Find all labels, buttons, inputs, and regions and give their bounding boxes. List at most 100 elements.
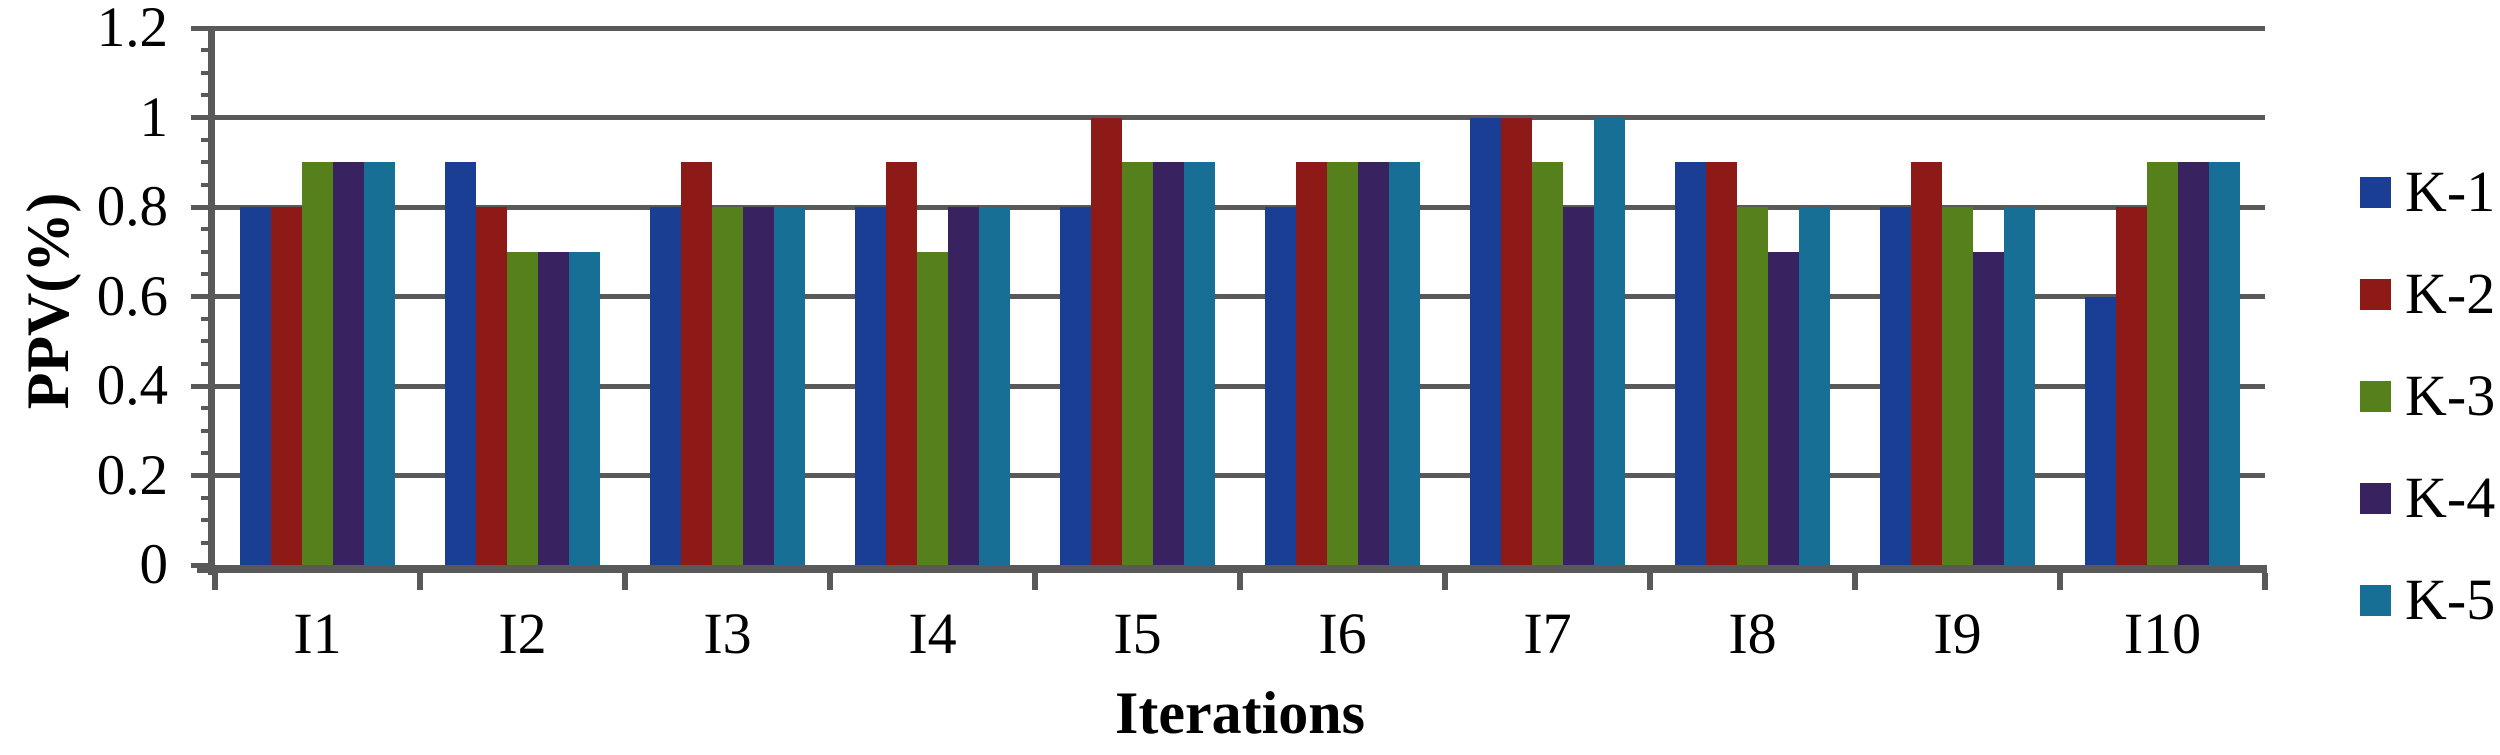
x-boundary-tick: [1647, 573, 1653, 590]
y-major-tick: [191, 115, 215, 120]
legend-label: K-3: [2405, 363, 2496, 428]
legend-label: K-2: [2405, 261, 2496, 326]
bar-I2-K-1: [445, 162, 476, 565]
gridline: [215, 204, 2265, 210]
bar-I8-K-5: [1799, 207, 1830, 565]
bar-I9-K-4: [1973, 251, 2004, 565]
x-category-label: I1: [293, 601, 342, 666]
legend-item-K-5: K-5: [2360, 562, 2495, 638]
gridline: [215, 25, 2265, 31]
legend-item-K-1: K-1: [2360, 154, 2495, 230]
bar-I7-K-2: [1501, 117, 1532, 565]
bar-I2-K-4: [538, 251, 569, 565]
legend-label: K-5: [2405, 567, 2496, 632]
bar-I8-K-2: [1706, 162, 1737, 565]
bar-I5-K-4: [1153, 162, 1184, 565]
bar-I5-K-1: [1060, 207, 1091, 565]
bar-I10-K-5: [2209, 162, 2240, 565]
bar-I9-K-3: [1942, 207, 1973, 565]
x-boundary-tick: [1032, 573, 1038, 590]
legend-swatch-icon: [2360, 482, 2391, 514]
gridline: [215, 473, 2265, 478]
x-axis-title: Iterations: [1115, 680, 1365, 746]
bar-I7-K-5: [1594, 117, 1625, 565]
bar-I1-K-1: [240, 207, 271, 565]
x-axis-line: [197, 565, 2267, 573]
bar-I1-K-5: [364, 162, 395, 565]
x-category-label: I10: [2123, 601, 2202, 666]
bar-I7-K-1: [1470, 117, 1501, 565]
x-category-label: I7: [1523, 601, 1572, 666]
bar-I1-K-3: [302, 162, 333, 565]
bar-I7-K-3: [1532, 162, 1563, 565]
gridline: [215, 383, 2265, 389]
gridline: [215, 115, 2265, 120]
bar-I6-K-4: [1358, 162, 1389, 565]
x-boundary-tick: [827, 573, 833, 590]
legend-label: K-4: [2405, 465, 2496, 530]
bar-I1-K-2: [271, 207, 302, 565]
y-major-tick: [191, 294, 215, 299]
x-boundary-tick: [417, 573, 423, 590]
bar-I10-K-4: [2178, 162, 2209, 565]
legend-item-K-4: K-4: [2360, 460, 2495, 536]
bar-I6-K-3: [1327, 162, 1358, 565]
legend: K-1 K-2 K-3 K-4 K-5: [2354, 0, 2500, 755]
y-major-tick: [191, 562, 215, 568]
x-category-label: I8: [1728, 601, 1777, 666]
bar-I2-K-3: [507, 251, 538, 565]
bar-I9-K-1: [1880, 207, 1911, 565]
bar-I10-K-3: [2147, 162, 2178, 565]
bar-I2-K-5: [569, 251, 600, 565]
bar-I4-K-4: [948, 207, 979, 565]
x-category-label: I4: [908, 601, 957, 666]
bar-I4-K-3: [917, 251, 948, 565]
y-major-tick: [191, 473, 215, 478]
bar-I4-K-1: [855, 207, 886, 565]
bar-I3-K-1: [650, 207, 681, 565]
x-category-label: I2: [498, 601, 547, 666]
bar-I8-K-3: [1737, 207, 1768, 565]
legend-swatch-icon: [2360, 380, 2391, 412]
bar-I3-K-3: [712, 207, 743, 565]
bar-I4-K-5: [979, 207, 1010, 565]
legend-label: K-1: [2405, 159, 2496, 224]
bar-I10-K-2: [2116, 207, 2147, 565]
x-boundary-tick: [2262, 573, 2268, 590]
y-tick-label: 0.8: [96, 175, 168, 238]
bar-I3-K-5: [774, 207, 805, 565]
bar-I10-K-1: [2085, 296, 2116, 565]
legend-item-K-3: K-3: [2360, 358, 2495, 434]
y-major-tick: [191, 383, 215, 389]
bar-I3-K-4: [743, 207, 774, 565]
y-tick-label: 1: [139, 85, 169, 149]
bar-I7-K-4: [1563, 207, 1594, 565]
y-tick-label: 0.2: [96, 443, 168, 507]
bar-I9-K-5: [2004, 207, 2035, 565]
x-category-label: I9: [1933, 601, 1982, 666]
bar-I8-K-1: [1675, 162, 1706, 565]
x-category-label: I6: [1318, 601, 1367, 666]
x-category-label: I5: [1113, 601, 1162, 666]
x-boundary-tick: [2057, 573, 2063, 590]
bar-I3-K-2: [681, 162, 712, 565]
bar-I4-K-2: [886, 162, 917, 565]
y-tick-label: 1.2: [96, 0, 168, 59]
bar-I5-K-2: [1091, 117, 1122, 565]
bar-I9-K-2: [1911, 162, 1942, 565]
legend-swatch-icon: [2360, 278, 2391, 310]
y-axis-title: PPV(%): [15, 192, 81, 410]
bar-I5-K-5: [1184, 162, 1215, 565]
bar-I5-K-3: [1122, 162, 1153, 565]
bar-I1-K-4: [333, 162, 364, 565]
y-axis-line: [208, 28, 215, 575]
bar-I2-K-2: [476, 207, 507, 565]
x-boundary-tick: [212, 573, 218, 590]
y-tick-label: 0.6: [96, 264, 168, 328]
y-tick-label: 0.4: [96, 354, 168, 417]
bar-I6-K-2: [1296, 162, 1327, 565]
legend-item-K-2: K-2: [2360, 256, 2495, 332]
legend-swatch-icon: [2360, 176, 2391, 208]
x-boundary-tick: [1442, 573, 1448, 590]
